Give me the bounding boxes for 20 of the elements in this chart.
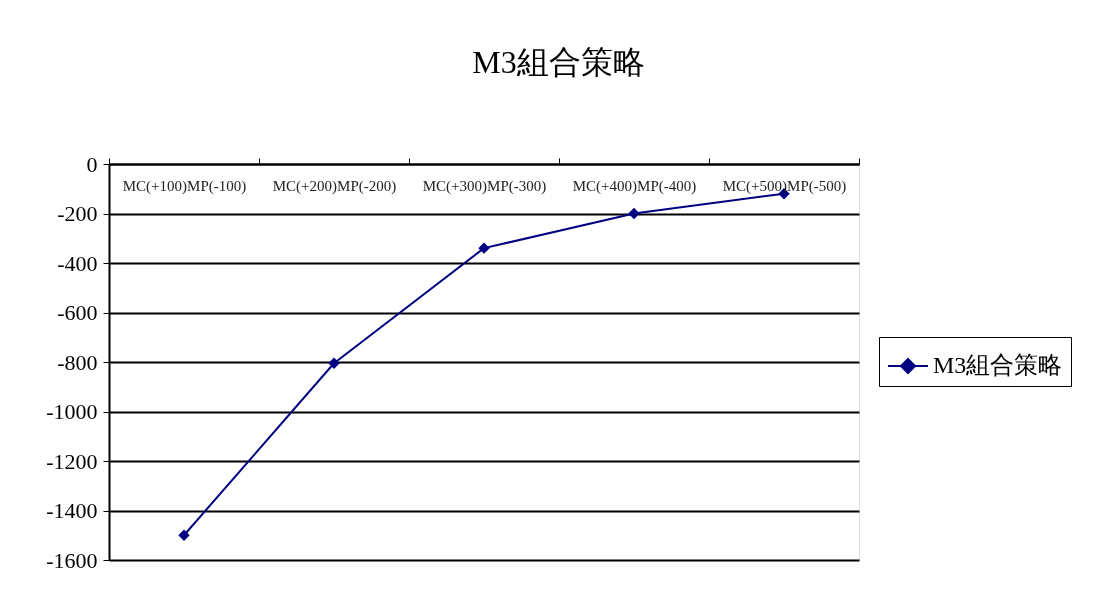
y-tick-label: -1400	[46, 498, 98, 523]
y-tick-label: -600	[57, 300, 98, 325]
y-tick-label: -200	[57, 201, 98, 226]
x-tick-label: MC(+300)MP(-300)	[422, 177, 547, 195]
point	[178, 529, 190, 541]
point	[628, 207, 640, 220]
y-tick-label: -1200	[46, 448, 98, 474]
y-tick-label: -1600	[46, 547, 98, 573]
x-tick-label: MC(+100)MP(-100)	[122, 177, 247, 195]
chart-title: M3組合策略	[472, 44, 645, 80]
x-tick-label: MC(+200)MP(-200)	[272, 177, 397, 195]
x-tick-label: MC(+500)MP(-500)	[722, 177, 847, 195]
point	[478, 242, 490, 254]
y-tick-label: -800	[57, 349, 98, 375]
x-tick-label: MC(+400)MP(-400)	[572, 177, 697, 195]
y-tick-label: -400	[57, 250, 98, 276]
legend-label: M3組合策略	[933, 352, 1063, 378]
y-tick-label: -1000	[46, 399, 98, 424]
point	[328, 357, 340, 369]
y-tick-label: 0	[86, 151, 98, 177]
